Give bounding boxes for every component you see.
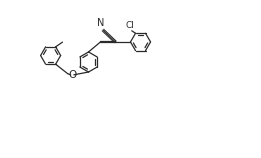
Text: N: N	[97, 18, 105, 27]
Text: Cl: Cl	[126, 21, 134, 30]
Text: O: O	[68, 70, 76, 80]
